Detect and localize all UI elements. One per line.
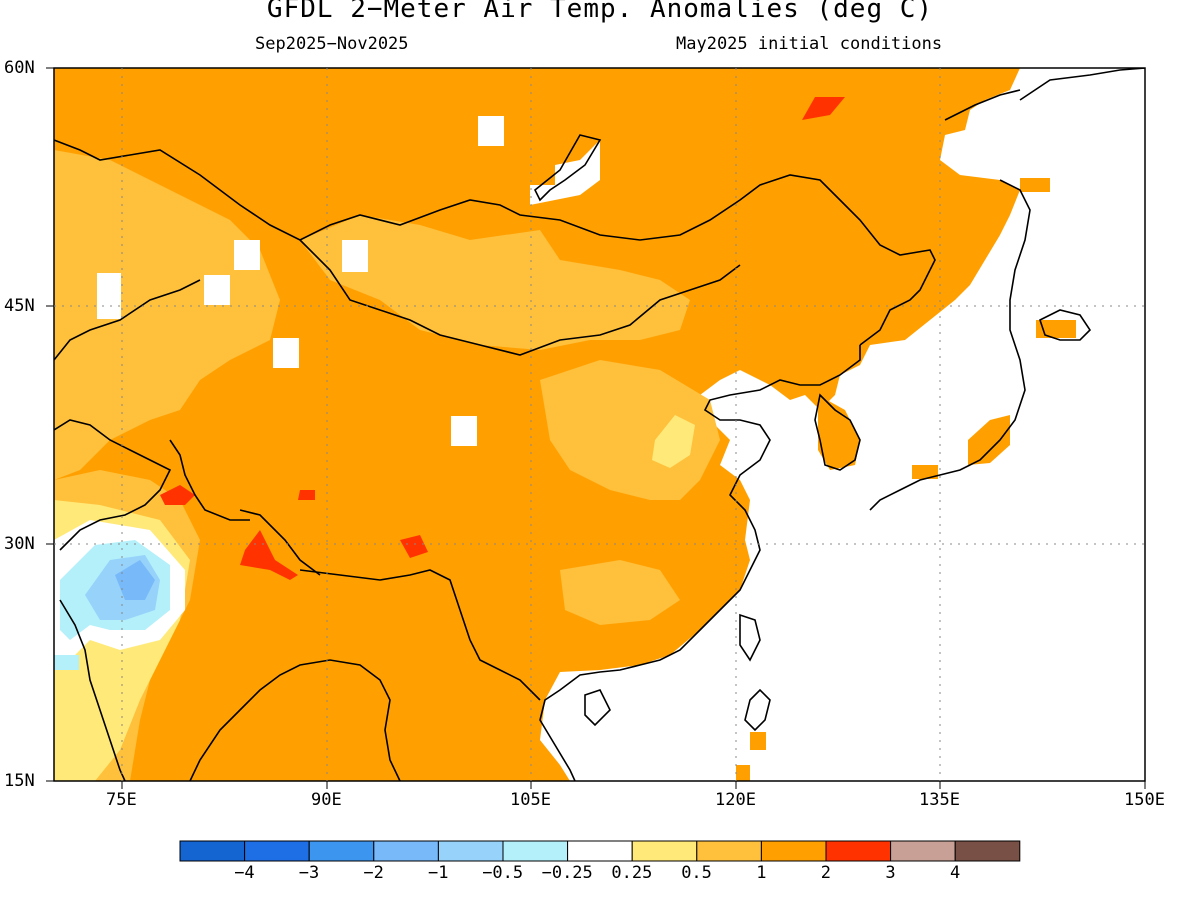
colorbar-swatch	[825, 840, 892, 862]
lon-label-120e: 120E	[715, 790, 756, 810]
colorbar-swatch	[631, 840, 698, 862]
lake-baikal-gap	[530, 140, 600, 205]
map-frame	[53, 67, 1146, 782]
colorbar-label: −2	[363, 863, 384, 883]
lat-label-15n: 15N	[4, 771, 35, 791]
sakhalin-patch	[1020, 178, 1050, 192]
lake-gap-4	[234, 240, 260, 270]
taiwan-patch	[750, 732, 766, 750]
map-field	[54, 68, 1145, 781]
lake-gap-1	[273, 338, 299, 368]
colorbar-label: 4	[950, 863, 961, 883]
korea-patch	[818, 395, 860, 470]
colorbar-swatch	[244, 840, 310, 862]
warm-zone-himalaya	[240, 530, 298, 580]
light-zone-mongolia	[300, 215, 690, 350]
lake-gap-5	[204, 275, 230, 305]
colorbar-label: 2	[820, 863, 832, 883]
indochina-patch	[395, 735, 423, 750]
light-zone-east-china	[540, 360, 720, 500]
lake-gap-2	[342, 240, 368, 272]
colorbar-label: −4	[234, 863, 255, 883]
cool-zone-4	[115, 560, 155, 600]
colorbar-label: 0.5	[681, 863, 712, 883]
grid-lines	[54, 68, 1145, 781]
japan-patch-2	[912, 465, 938, 479]
colorbar-label: 0.25	[611, 863, 653, 883]
colorbar-swatch	[502, 840, 569, 862]
colorbar-label: 3	[885, 863, 896, 883]
coastlines	[54, 68, 1145, 781]
lon-label-105e: 105E	[510, 790, 551, 810]
hokkaido-patch	[1036, 320, 1076, 338]
warm-zone-kashmir	[160, 485, 195, 505]
japan-patch	[968, 415, 1010, 465]
luzon-patch	[736, 765, 750, 781]
lon-label-75e: 75E	[106, 790, 137, 810]
colorbar	[179, 840, 1021, 862]
colorbar-swatch	[890, 840, 956, 862]
lake-qinghai	[451, 416, 477, 446]
colorbar-label: −0.25	[541, 863, 593, 883]
colorbar-swatch	[567, 840, 633, 862]
colorbar-swatch	[179, 840, 246, 862]
colorbar-label: −3	[298, 863, 320, 883]
warm-zone-siberia	[802, 97, 845, 120]
land-anomaly-region	[54, 68, 1020, 781]
lake-gap-3	[478, 116, 504, 146]
colorbar-label: −0.5	[482, 863, 524, 883]
warm-zone-yunnan	[400, 535, 428, 558]
lon-label-90e: 90E	[311, 790, 342, 810]
pale-zone-china	[652, 415, 695, 468]
cool-zone-5	[54, 655, 79, 670]
warm-zone-tibet	[298, 490, 315, 500]
colorbar-swatch	[373, 840, 439, 862]
lon-label-135e: 135E	[919, 790, 960, 810]
light-zone-west	[54, 150, 280, 480]
light-zone-south	[560, 560, 680, 625]
forecast-period: Sep2025−Nov2025	[255, 34, 409, 54]
lat-label-45n: 45N	[4, 296, 35, 316]
colorbar-swatch	[760, 840, 827, 862]
colorbar-label: 1	[756, 863, 767, 883]
colorbar-swatch	[954, 840, 1021, 862]
map-title: GFDL 2−Meter Air Temp. Anomalies (deg C)	[266, 0, 934, 24]
lat-label-60n: 60N	[4, 58, 35, 78]
colorbar-label: −1	[428, 863, 449, 883]
lake-balkhash	[97, 273, 121, 319]
lon-label-150e: 150E	[1124, 790, 1165, 810]
initial-conditions: May2025 initial conditions	[676, 34, 943, 54]
colorbar-swatch	[308, 840, 375, 862]
colorbar-swatch	[696, 840, 762, 862]
colorbar-swatch	[437, 840, 504, 862]
tick-marks	[46, 67, 1146, 789]
lat-label-30n: 30N	[4, 534, 35, 554]
